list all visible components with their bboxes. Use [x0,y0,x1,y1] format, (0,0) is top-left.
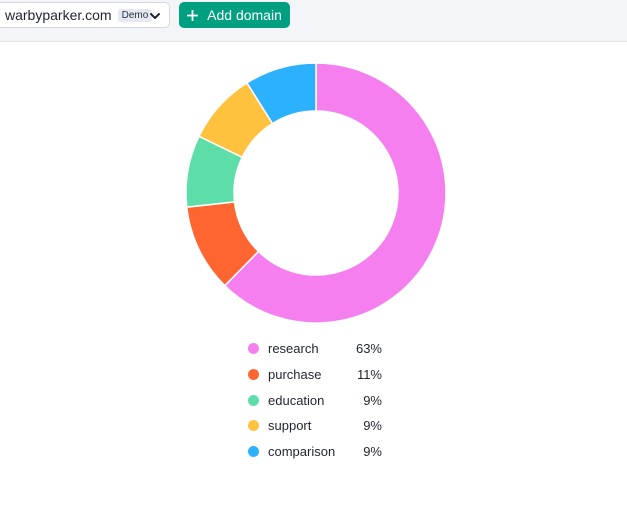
legend-item-support[interactable]: support 9% [246,416,396,442]
legend-label: purchase [268,366,322,382]
slice-research[interactable] [223,62,447,324]
legend-item-comparison[interactable]: comparison 9% [246,442,396,468]
chevron-down-icon [150,13,160,19]
plus-icon [187,9,199,21]
legend-value: 9% [363,392,382,408]
legend-item-purchase[interactable]: purchase 11% [246,365,396,391]
domain-selector[interactable]: warbyparker.com Demo [0,2,170,28]
legend-value: 63% [355,341,382,356]
legend-swatch [248,343,259,354]
legend-label: comparison [268,444,336,459]
legend-value: 9% [363,444,382,459]
legend-item-research[interactable]: research 63% [246,339,396,365]
legend-label: research [268,341,319,356]
legend-swatch [248,420,259,432]
legend-swatch [248,368,259,380]
add-domain-button[interactable]: Add domain [179,2,290,28]
domain-name: warbyparker.com [5,7,112,23]
legend-value: 9% [363,418,382,434]
slice-comparison[interactable] [245,62,317,125]
add-domain-label: Add domain [207,7,282,23]
toolbar: warbyparker.com Demo Add domain [0,0,627,42]
chart-legend: research 63% purchase 11% education 9% support… [246,339,396,468]
legend-label: support [268,418,312,434]
legend-swatch [248,446,259,457]
demo-badge: Demo [117,8,153,22]
legend-value: 11% [356,366,382,382]
legend-label: education [268,392,325,408]
legend-swatch [248,394,259,406]
legend-item-education[interactable]: education 9% [246,391,396,417]
